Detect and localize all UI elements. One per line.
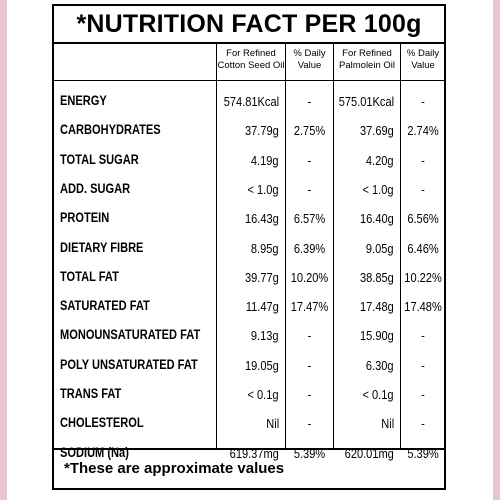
palmolein-oil-daily-value: - [421,94,425,109]
cotton-oil-daily-value: 6.39% [293,240,326,256]
cotton-oil-value: 4.19g [251,152,279,168]
column-header-line: % Daily [406,48,440,59]
nutrient-name: DIETARY FIBRE [60,239,144,255]
column-header-line: Value [297,60,322,71]
cotton-oil-value: Nil [266,416,279,432]
column-header-line: For Refined [226,48,276,59]
table-row: ENERGY 574.81Kcal - 575.01Kcal - [54,86,444,116]
column-header-cotton-dv: % Daily Value [286,48,333,72]
column-header-line: Cotton Seed Oil [217,60,285,71]
palmolein-oil-daily-value: 6.56% [407,211,439,227]
nutrient-name: ADD. SUGAR [60,180,131,196]
column-header-line: Value [411,60,435,71]
table-row: TOTAL FAT 39.77g 10.20% 38.85g 10.22% [54,262,444,292]
palmolein-oil-value: 4.20g [366,152,394,168]
cotton-oil-value: 11.47g [246,299,279,315]
palmolein-oil-daily-value: 6.46% [407,240,439,256]
palmolein-oil-value: 38.85g [360,269,394,285]
cotton-oil-value: < 1.0g [247,181,279,197]
palmolein-oil-daily-value: 2.74% [407,123,439,139]
cotton-oil-daily-value: 10.20% [290,269,329,285]
nutrient-name: TOTAL FAT [60,268,119,284]
cotton-oil-value: 16.43g [245,211,279,227]
cotton-oil-value: 574.81Kcal [223,94,279,109]
column-header-line: Palmolein Oil [339,60,395,71]
table-row: CARBOHYDRATES 37.79g 2.75% 37.69g 2.74% [54,115,444,145]
nutrition-table: For Refined Cotton Seed Oil % Daily Valu… [54,44,445,461]
palmolein-oil-daily-value: 10.22% [404,269,442,285]
cotton-oil-value: 37.79g [245,123,279,139]
cotton-oil-value: 39.77g [245,269,279,285]
palmolein-oil-daily-value: - [421,152,425,168]
column-header-palm-dv: % Daily Value [401,48,445,72]
nutrient-name: POLY UNSATURATED FAT [60,356,198,372]
cotton-oil-value: 9.13g [251,328,279,344]
nutrient-name: TOTAL SUGAR [60,151,139,167]
panel-title: *NUTRITION FACT PER 100g [54,6,444,44]
palmolein-oil-value: 15.90g [360,328,394,344]
column-header-line: For Refined [342,48,392,59]
nutrient-name: SATURATED FAT [60,298,150,314]
column-divider [285,44,286,448]
left-edge-accent [0,0,7,500]
nutrient-name: PROTEIN [60,210,110,226]
table-row: PROTEIN 16.43g 6.57% 16.40g 6.56% [54,203,444,233]
table-row: SATURATED FAT 11.47g 17.47% 17.48g 17.48% [54,291,444,321]
column-header-line: % Daily [293,48,326,59]
cotton-oil-daily-value: - [307,328,312,344]
nutrient-name: MONOUNSATURATED FAT [60,327,201,343]
nutrient-name: TRANS FAT [60,386,122,401]
palmolein-oil-value: Nil [381,416,394,432]
column-divider [400,44,401,448]
cotton-oil-daily-value: - [307,181,312,197]
palmolein-oil-value: 16.40g [360,211,394,227]
nutrient-name: ENERGY [60,93,107,108]
palmolein-oil-value: 9.05g [366,240,394,256]
palmolein-oil-daily-value: - [421,387,425,402]
cotton-oil-value: 8.95g [251,240,279,256]
column-divider [216,44,217,448]
cotton-oil-daily-value: - [307,357,312,373]
cotton-oil-daily-value: - [307,387,312,402]
table-row: MONOUNSATURATED FAT 9.13g - 15.90g - [54,320,444,350]
palmolein-oil-value: 6.30g [366,357,394,373]
palmolein-oil-value: < 1.0g [362,181,394,197]
palmolein-oil-value: 575.01Kcal [338,94,394,109]
palmolein-oil-daily-value: 17.48% [404,299,442,315]
cotton-oil-value: < 0.1g [247,387,279,402]
palmolein-oil-daily-value: - [421,181,425,197]
table-row: CHOLESTEROL Nil - Nil - [54,408,444,438]
palmolein-oil-value: 37.69g [360,123,394,139]
nutrient-name: CARBOHYDRATES [60,122,161,138]
column-divider [333,44,334,448]
palmolein-oil-daily-value: - [421,328,425,344]
table-row: ADD. SUGAR < 1.0g - < 1.0g - [54,174,444,204]
palmolein-oil-daily-value: - [421,357,425,373]
header-separator [54,80,444,81]
table-row: TOTAL SUGAR 4.19g - 4.20g - [54,145,444,175]
cotton-oil-daily-value: 2.75% [293,123,326,139]
cotton-oil-daily-value: - [307,152,312,168]
column-header-palm: For Refined Palmolein Oil [334,48,400,72]
palmolein-oil-value: < 0.1g [362,387,394,402]
table-row: TRANS FAT < 0.1g - < 0.1g - [54,379,444,409]
cotton-oil-daily-value: 6.57% [293,211,326,227]
nutrient-name: CHOLESTEROL [60,415,144,431]
palmolein-oil-daily-value: - [421,416,425,432]
right-edge-accent [493,0,500,500]
column-header-cotton: For Refined Cotton Seed Oil [217,48,285,72]
cotton-oil-daily-value: 17.47% [290,299,329,315]
cotton-oil-value: 19.05g [245,357,279,373]
table-row: POLY UNSATURATED FAT 19.05g - 6.30g - [54,350,444,380]
footnote: *These are approximate values [54,448,444,488]
nutrition-facts-panel: *NUTRITION FACT PER 100g For Refined Cot… [52,4,446,490]
cotton-oil-daily-value: - [307,416,312,432]
palmolein-oil-value: 17.48g [360,299,394,315]
cotton-oil-daily-value: - [307,94,312,109]
table-row: DIETARY FIBRE 8.95g 6.39% 9.05g 6.46% [54,233,444,263]
